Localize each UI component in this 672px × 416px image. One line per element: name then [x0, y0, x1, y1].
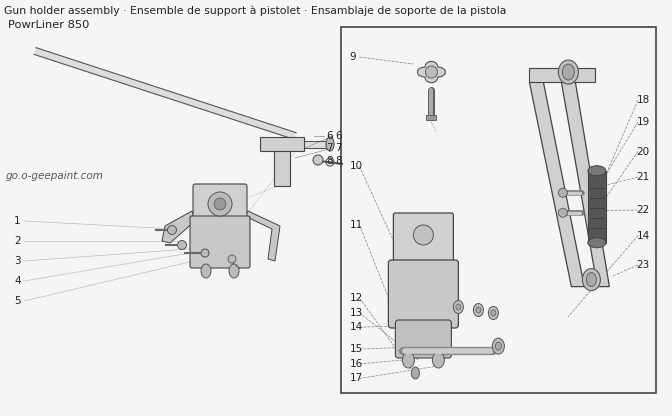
Text: go.o-geepaint.com: go.o-geepaint.com	[6, 171, 104, 181]
Text: 22: 22	[636, 205, 650, 215]
Bar	[530, 68, 595, 82]
Text: 18: 18	[636, 95, 650, 105]
Ellipse shape	[588, 166, 606, 176]
Ellipse shape	[587, 272, 596, 287]
Text: 19: 19	[636, 117, 650, 127]
Text: 2: 2	[14, 236, 21, 246]
Ellipse shape	[454, 300, 464, 314]
Polygon shape	[304, 141, 330, 148]
Text: 9: 9	[349, 52, 356, 62]
Ellipse shape	[495, 342, 501, 350]
Ellipse shape	[326, 137, 334, 151]
Text: 8: 8	[335, 156, 341, 166]
Text: 16: 16	[349, 359, 363, 369]
Ellipse shape	[562, 64, 575, 80]
FancyBboxPatch shape	[193, 184, 247, 223]
Bar	[274, 141, 290, 186]
Text: 14: 14	[636, 231, 650, 241]
Bar	[341, 27, 656, 393]
Polygon shape	[417, 62, 446, 83]
Text: 10: 10	[349, 161, 362, 171]
Ellipse shape	[411, 367, 419, 379]
Text: 20: 20	[637, 146, 650, 156]
Text: 5: 5	[14, 296, 21, 306]
Polygon shape	[561, 82, 610, 287]
FancyBboxPatch shape	[393, 213, 454, 267]
Circle shape	[201, 249, 209, 257]
Ellipse shape	[493, 338, 505, 354]
Ellipse shape	[588, 238, 606, 248]
Circle shape	[177, 240, 187, 250]
FancyBboxPatch shape	[395, 320, 452, 358]
Ellipse shape	[201, 264, 211, 278]
Bar	[588, 171, 606, 243]
Circle shape	[167, 225, 177, 235]
Text: 6: 6	[335, 131, 341, 141]
Ellipse shape	[456, 304, 461, 310]
Circle shape	[313, 155, 323, 165]
Text: 3: 3	[14, 256, 21, 266]
Text: 6: 6	[326, 131, 333, 141]
Ellipse shape	[473, 304, 483, 317]
Ellipse shape	[489, 307, 499, 319]
Ellipse shape	[476, 307, 481, 313]
Ellipse shape	[403, 352, 415, 368]
Polygon shape	[530, 82, 585, 287]
Circle shape	[208, 192, 232, 216]
Ellipse shape	[558, 60, 579, 84]
Text: Gun holder assembly · Ensemble de support à pistolet · Ensamblaje de soporte de : Gun holder assembly · Ensemble de suppor…	[4, 6, 507, 17]
Text: 7: 7	[335, 143, 341, 153]
Text: 17: 17	[349, 374, 363, 384]
Polygon shape	[245, 211, 280, 261]
Bar	[260, 137, 304, 151]
Ellipse shape	[491, 310, 496, 316]
Polygon shape	[162, 211, 195, 243]
Text: 4: 4	[14, 276, 21, 286]
Text: 7: 7	[326, 143, 333, 153]
Ellipse shape	[583, 269, 600, 291]
Text: 13: 13	[349, 307, 363, 317]
Circle shape	[413, 225, 433, 245]
Text: 14: 14	[349, 322, 363, 332]
Text: 15: 15	[349, 344, 363, 354]
Text: 21: 21	[636, 172, 650, 182]
Text: 11: 11	[349, 220, 363, 230]
Text: 8: 8	[326, 156, 333, 166]
Ellipse shape	[229, 264, 239, 278]
Polygon shape	[34, 48, 296, 139]
Text: 12: 12	[349, 293, 363, 303]
Circle shape	[214, 198, 226, 210]
Circle shape	[425, 66, 437, 78]
Ellipse shape	[432, 352, 444, 368]
Text: PowrLiner 850: PowrLiner 850	[8, 20, 89, 30]
Circle shape	[558, 188, 567, 197]
Text: 1: 1	[14, 216, 21, 226]
Bar	[426, 115, 436, 120]
FancyBboxPatch shape	[388, 260, 458, 328]
Text: 23: 23	[636, 260, 650, 270]
Circle shape	[228, 255, 236, 263]
Circle shape	[558, 208, 567, 217]
FancyBboxPatch shape	[190, 216, 250, 268]
